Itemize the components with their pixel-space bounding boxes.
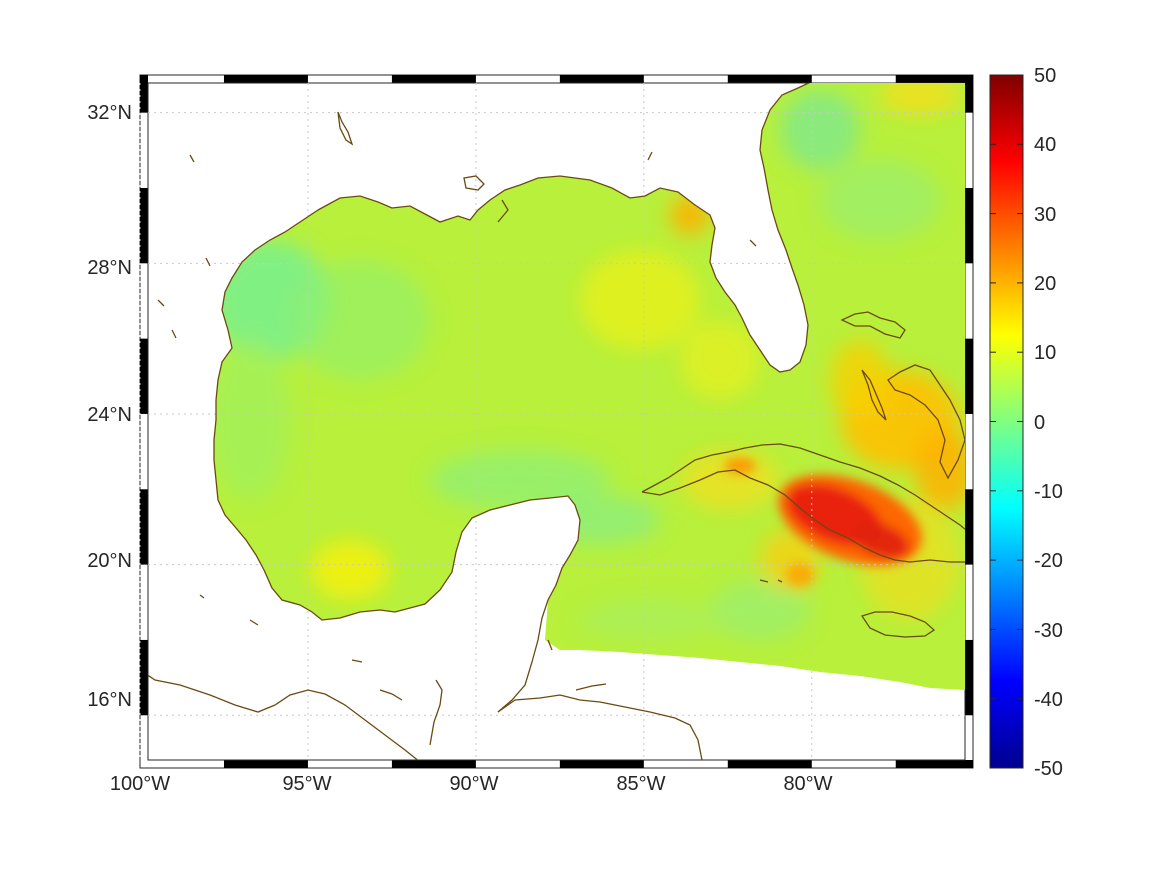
coastline-layer (148, 83, 965, 760)
colorbar-tick-label: 50 (1034, 65, 1056, 87)
colorbar-tick-label: 20 (1034, 273, 1056, 295)
colorbar-tick-label: 40 (1034, 134, 1056, 156)
coastline-central-america (148, 674, 419, 760)
colorbar-tick-label: -30 (1034, 620, 1063, 642)
colorbar-tick-label: 10 (1034, 342, 1056, 364)
frame-segment (965, 75, 973, 113)
coastline-jamaica (860, 611, 936, 638)
frame-segment (140, 489, 148, 565)
coastline-west-gulf (213, 209, 581, 713)
frame-segment (559, 75, 644, 83)
coastline-mainland (317, 83, 811, 373)
frame-segment (140, 338, 148, 414)
lon-tick-label: 85°W (616, 773, 665, 795)
coastline-honduras (497, 694, 703, 760)
frame-segment (965, 338, 973, 414)
lat-tick-label: 32°N (87, 102, 132, 124)
longitude-labels: 100°W 95°W 90°W 85°W 80°W (110, 773, 833, 795)
lon-tick-label: 95°W (282, 773, 331, 795)
lon-tick-label: 90°W (449, 773, 498, 795)
frame-segment (223, 75, 308, 83)
coastline-cuba (641, 443, 965, 563)
frame-segment (727, 75, 812, 83)
colorbar-tick-label: -20 (1034, 550, 1063, 572)
frame-segment (140, 75, 148, 113)
frame-segment (223, 760, 308, 768)
lat-tick-label: 28°N (87, 257, 132, 279)
colorbar-ticks (990, 74, 1023, 769)
frame-segment (965, 639, 973, 716)
map-gridlines (139, 83, 965, 760)
colorbar: 50 40 30 20 10 0 -10 -20 -30 -40 -50 (989, 65, 1063, 780)
frame-segment (140, 187, 148, 264)
lon-tick-label: 100°W (110, 773, 170, 795)
lat-tick-label: 24°N (87, 404, 132, 426)
colorbar-tick-label: 30 (1034, 204, 1056, 226)
lon-tick-label: 80°W (783, 773, 832, 795)
coastline-bahamas (840, 311, 965, 480)
frame-segment (965, 187, 973, 264)
frame-segment (895, 75, 973, 83)
lat-tick-label: 16°N (87, 689, 132, 711)
frame-segment (391, 760, 476, 768)
frame-segment (727, 760, 812, 768)
frame-segment (895, 760, 973, 768)
frame-segment (391, 75, 476, 83)
colorbar-tick-label: -50 (1034, 758, 1063, 780)
frame-segment (140, 639, 148, 716)
lat-tick-label: 20°N (87, 550, 132, 572)
colorbar-tick-label: 0 (1034, 412, 1045, 434)
coastline-islands (157, 111, 783, 746)
latitude-labels: 32°N 28°N 24°N 20°N 16°N (87, 102, 132, 711)
colorbar-tick-label: -40 (1034, 689, 1063, 711)
colorbar-tick-label: -10 (1034, 481, 1063, 503)
frame-segment (965, 489, 973, 565)
frame-segment (559, 760, 644, 768)
